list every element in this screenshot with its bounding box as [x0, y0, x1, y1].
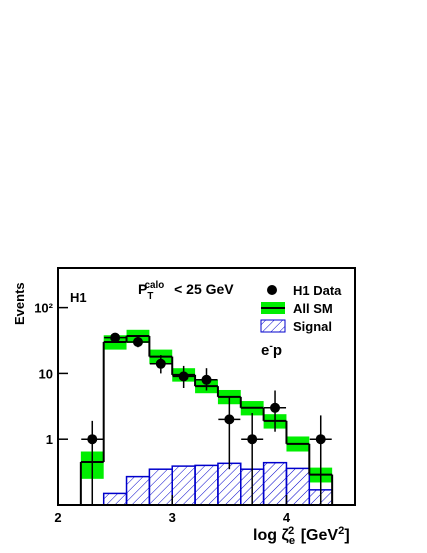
beam-label-part: -	[269, 340, 273, 352]
x-tick-label: 2	[54, 510, 61, 525]
data-point	[178, 371, 189, 382]
signal-bar	[125, 475, 151, 506]
legend-label: H1 Data	[293, 283, 342, 298]
x-axis-label-part: 2	[288, 525, 294, 537]
plot-frame	[57, 267, 356, 506]
legend-label: Signal	[293, 319, 332, 334]
legend-marker	[267, 285, 277, 295]
data-point	[87, 434, 98, 445]
cut-label: PTcalo < 25 GeV	[138, 280, 234, 302]
y-axis-label: Events	[12, 282, 27, 325]
signal-bar	[217, 462, 242, 506]
experiment-label: H1	[70, 290, 87, 305]
cut-label-part: < 25 GeV	[170, 281, 234, 297]
data-point	[247, 434, 258, 445]
x-axis-label-part: e	[289, 535, 295, 547]
data-point	[132, 337, 143, 348]
legend-marker	[260, 319, 286, 333]
x-axis-label-part: log ζ	[253, 527, 289, 544]
beam-label: e-p	[261, 340, 282, 359]
y-tick-label: 10	[39, 366, 53, 381]
signal-bar	[262, 461, 288, 506]
data-point	[110, 332, 121, 343]
beam-label-part: p	[273, 342, 282, 359]
data-point	[224, 414, 235, 425]
beam-label-part: e	[261, 342, 269, 359]
data-point	[201, 374, 212, 385]
legend-label: All SM	[293, 301, 333, 316]
cut-label-part: calo	[145, 280, 165, 291]
x-axis-label-part: ]	[344, 527, 349, 544]
x-tick-label: 4	[283, 510, 291, 525]
signal-bar	[102, 492, 128, 506]
x-axis-label: log ζe2 [GeV2]	[253, 525, 350, 547]
x-axis-label-part: 2	[338, 525, 344, 537]
y-tick-label: 1	[46, 432, 53, 447]
signal-bar	[171, 465, 196, 506]
signal-bar	[285, 467, 311, 506]
y-tick-label: 10²	[34, 301, 53, 316]
x-axis-label-part: [GeV	[296, 527, 338, 544]
data-point	[270, 402, 281, 413]
signal-bar	[148, 468, 173, 506]
cut-label-part: T	[147, 291, 153, 302]
x-tick-label: 3	[169, 510, 176, 525]
data-point	[155, 358, 166, 369]
cut-label-part: P	[138, 281, 147, 297]
data-point	[315, 434, 326, 445]
signal-bar	[194, 464, 219, 506]
